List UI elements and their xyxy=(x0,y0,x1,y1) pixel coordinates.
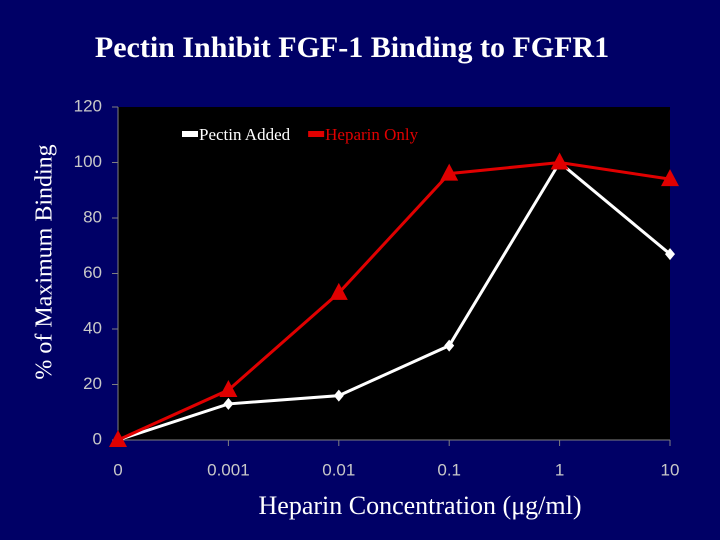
legend-label: Heparin Only xyxy=(325,125,419,144)
y-tick-label: 120 xyxy=(74,96,102,115)
y-axis-label: % of Maximum Binding xyxy=(32,144,58,379)
data-point xyxy=(665,248,675,261)
chart-title: Pectin Inhibit FGF-1 Binding to FGFR1 xyxy=(95,31,609,64)
plot-area xyxy=(118,107,670,440)
legend-swatch xyxy=(182,131,198,137)
data-point xyxy=(444,339,455,352)
series-line xyxy=(117,160,671,442)
x-axis-label: Heparin Concentration (μg/ml) xyxy=(259,491,582,520)
y-tick-label: 80 xyxy=(83,207,102,226)
y-tick-label: 20 xyxy=(83,374,102,393)
x-tick-label: 1 xyxy=(555,460,564,479)
legend-label: Pectin Added xyxy=(199,125,291,144)
data-point xyxy=(550,152,569,170)
data-point xyxy=(109,430,127,447)
y-tick-label: 60 xyxy=(83,263,102,282)
data-point xyxy=(219,380,238,398)
x-tick-label: 0.01 xyxy=(322,460,355,479)
data-point xyxy=(329,282,348,300)
y-tick-label: 0 xyxy=(93,429,102,448)
data-point xyxy=(661,169,679,187)
x-tick-label: 0.1 xyxy=(437,460,461,479)
series-line xyxy=(117,160,671,442)
x-tick-label: 10 xyxy=(661,460,680,479)
y-tick-label: 40 xyxy=(83,318,102,337)
x-tick-label: 0 xyxy=(113,460,122,479)
legend-swatch xyxy=(308,131,325,137)
y-tick-label: 100 xyxy=(74,152,102,171)
data-point xyxy=(440,163,459,181)
data-point xyxy=(223,397,234,410)
x-tick-label: 0.001 xyxy=(207,460,250,479)
data-point xyxy=(333,389,344,402)
